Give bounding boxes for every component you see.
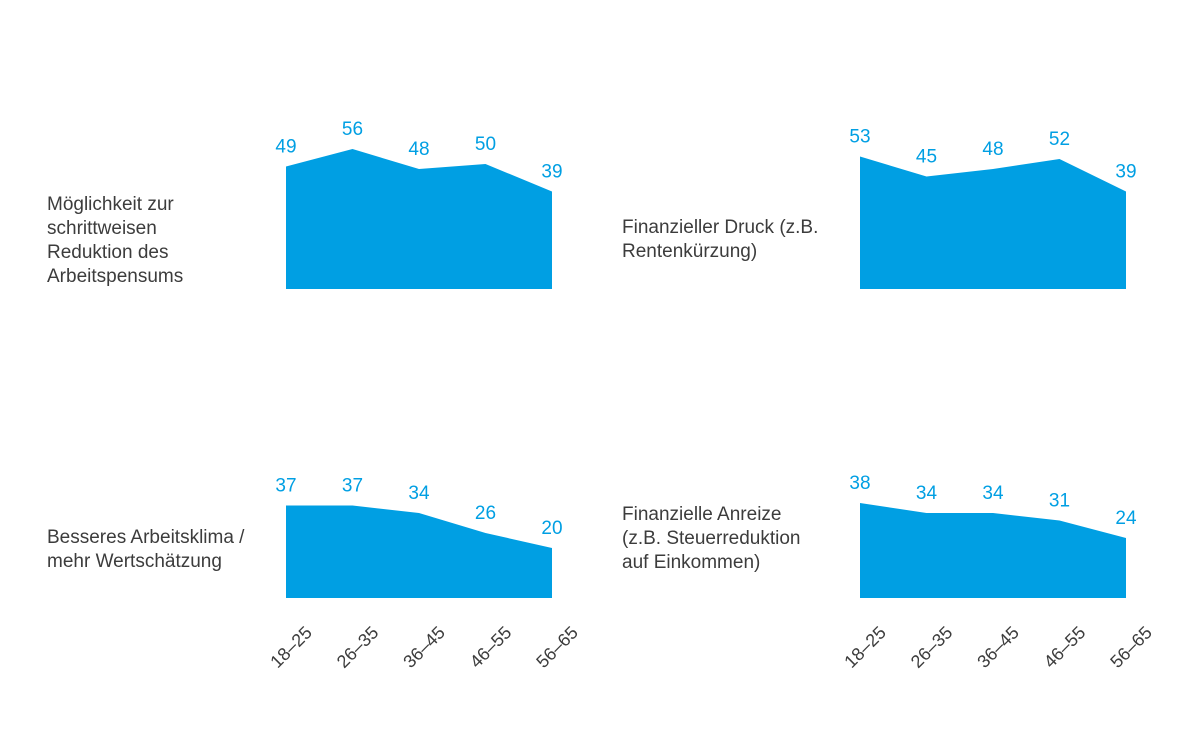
x-tick-label: 46–55 [1040,622,1090,672]
data-label: 45 [916,147,937,168]
data-label: 37 [275,476,296,497]
data-label: 38 [849,473,870,494]
data-label: 24 [1115,508,1137,529]
data-label: 53 [849,127,870,148]
x-tick-label: 56–65 [532,622,582,672]
chart-panel-financial-incentives: 38 34 34 31 24 18–25 26–35 36–45 46–55 56–65 [840,473,1156,672]
panel-label-work-climate: Besseres Arbeitsklima / mehr Wertschätzu… [47,527,245,572]
area-series-work-climate [286,505,552,598]
panel-label-financial-pressure: Finanzieller Druck (z.B. Rentenkürzung) [622,217,819,262]
data-label: 48 [408,139,429,160]
panel-label-financial-incentives: Finanzielle Anreize (z.B. Steuerreduktio… [622,504,801,573]
x-tick-label: 56–65 [1106,622,1156,672]
x-tick-label: 36–45 [399,622,449,672]
data-label: 34 [982,483,1004,504]
chart-panel-reduction: 49 56 48 50 39 [275,119,563,289]
data-label: 34 [916,483,938,504]
data-label: 37 [342,476,363,497]
chart-panel-financial-pressure: 53 45 48 52 39 [849,127,1137,289]
panel-label-reduction: Möglichkeit zur schrittweisen Reduktion … [47,194,184,287]
x-tick-label: 18–25 [266,622,316,672]
x-tick-label: 46–55 [466,622,516,672]
data-label: 48 [982,139,1003,160]
x-tick-label: 26–35 [333,622,383,672]
data-label: 31 [1049,491,1070,512]
x-tick-label: 26–35 [907,622,957,672]
x-tick-label: 18–25 [840,622,890,672]
chart-panel-work-climate: 37 37 34 26 20 18–25 26–35 36–45 46–55 56–65 [266,476,582,672]
data-label: 39 [1115,162,1136,183]
data-label: 26 [475,503,496,524]
area-series-financial-incentives [860,503,1126,598]
data-label: 50 [475,134,496,155]
data-label: 49 [275,137,296,158]
x-tick-label: 36–45 [973,622,1023,672]
area-series-financial-pressure [860,156,1126,289]
data-label: 34 [408,483,430,504]
data-label: 56 [342,119,363,140]
data-label: 52 [1049,129,1070,150]
area-series-reduction [286,149,552,289]
data-label: 39 [541,162,562,183]
data-label: 20 [541,518,562,539]
